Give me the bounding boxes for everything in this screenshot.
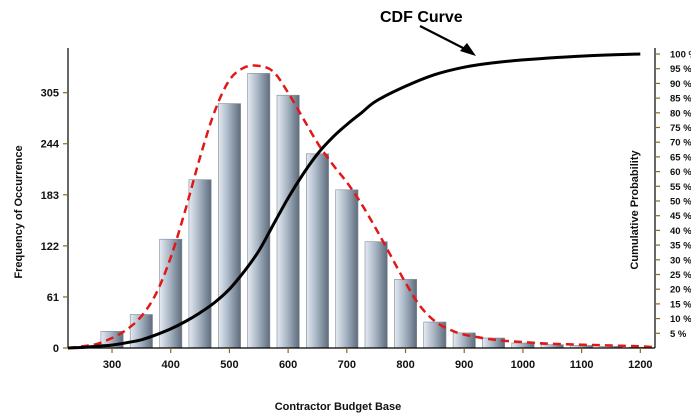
x-tick-label: 1200 (628, 359, 652, 371)
histogram-bars (100, 73, 652, 349)
y-tick-label: 122 (41, 241, 59, 253)
x-tick-label: 1000 (511, 359, 535, 371)
y2-tick-label: 45 % (670, 211, 691, 222)
y-axis-title: Frequency of Occurrence (13, 145, 25, 278)
y2-tick-label: 35 % (670, 241, 691, 252)
y2-axis-title: Cumulative Probability (629, 150, 641, 270)
y2-tick-label: 55 % (670, 182, 691, 193)
x-tick-label: 700 (338, 359, 356, 371)
x-tick-label: 400 (162, 359, 180, 371)
x-tick-label: 900 (455, 359, 473, 371)
cdf-callout-label: CDF Curve (380, 9, 463, 26)
y2-tick-label: 95 % (670, 64, 691, 75)
y-tick-label: 305 (41, 88, 59, 100)
axes (67, 48, 656, 349)
y2-tick-label: 75 % (670, 123, 691, 134)
y-tick-label: 0 (53, 343, 59, 355)
y2-tick-label: 85 % (670, 94, 691, 105)
y2-tick-label: 30 % (670, 255, 691, 266)
y2-tick-label: 60 % (670, 167, 691, 178)
y2-tick-label: 40 % (670, 226, 691, 237)
histogram-bar (335, 189, 359, 349)
y2-tick-label: 25 % (670, 270, 691, 281)
y2-tick-label: 20 % (670, 285, 691, 296)
y2-tick-label: 5 % (670, 329, 687, 340)
x-tick-label: 800 (396, 359, 414, 371)
x-tick-label: 300 (103, 359, 121, 371)
histogram-bar (394, 279, 417, 349)
y2-tick-label: 65 % (670, 152, 691, 163)
x-axis-ticks: 300 400 500 600 700 800 900 1000 1100 1200 (103, 348, 653, 371)
y2-tick-label: 90 % (670, 79, 691, 90)
density-curve (67, 64, 656, 350)
histogram-bar (247, 73, 271, 349)
y2-tick-label: 70 % (670, 138, 691, 149)
histogram-bar (364, 241, 388, 349)
y2-tick-label: 100 % (670, 50, 691, 61)
y2-tick-label: 15 % (670, 299, 691, 310)
x-tick-label: 600 (279, 359, 297, 371)
histogram-bar (305, 153, 329, 349)
y-tick-label: 183 (41, 190, 59, 202)
cdf-curve (67, 52, 641, 350)
y2-tick-label: 50 % (670, 197, 691, 208)
x-tick-label: 500 (220, 359, 238, 371)
histogram-bar (218, 103, 241, 349)
y-tick-label: 61 (47, 292, 59, 304)
cdf-callout-arrow (419, 25, 476, 56)
y2-tick-label: 80 % (670, 108, 691, 119)
y2-tick-label: 10 % (670, 314, 691, 325)
histogram-bar (188, 179, 212, 349)
x-axis-title: Contractor Budget Base (275, 401, 402, 413)
y-tick-label: 244 (41, 139, 60, 151)
y2-axis-ticks: 5 % 10 % 15 % 20 % 25 % 30 % 35 % 40 % 45 % 50 % 5… (655, 50, 691, 340)
y-axis-ticks: 0 61 122 183 244 305 (41, 88, 68, 355)
x-tick-label: 1100 (570, 359, 594, 371)
histogram-bar (276, 94, 300, 349)
